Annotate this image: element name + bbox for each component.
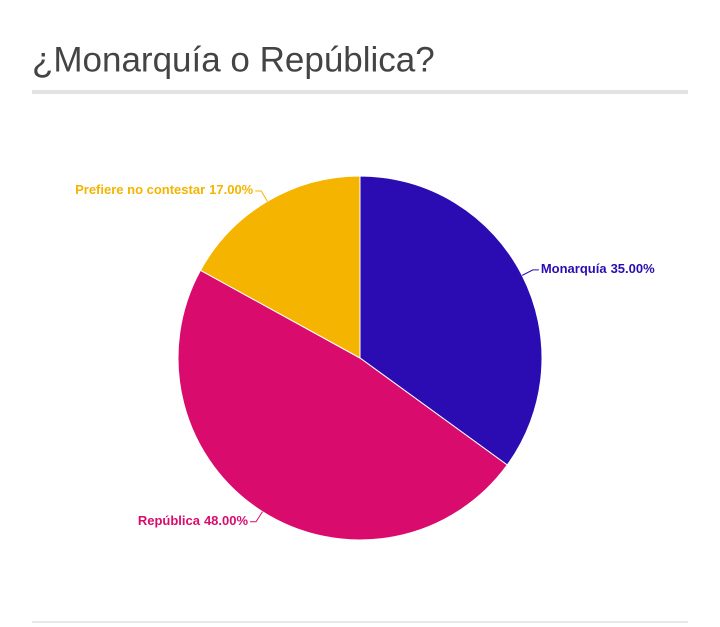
leader-line bbox=[255, 190, 268, 202]
value-label: 17.00% bbox=[209, 182, 254, 197]
divider bbox=[32, 90, 688, 94]
chart-title: ¿Monarquía o República? bbox=[32, 40, 435, 79]
pie-slice bbox=[177, 269, 508, 541]
slice-label: República 48.00% bbox=[138, 513, 249, 528]
slice-label: Monarquía 35.00% bbox=[541, 261, 655, 276]
category-label: Prefiere no contestar bbox=[75, 182, 205, 197]
leader-line bbox=[521, 269, 539, 276]
leader-line bbox=[250, 511, 263, 523]
slice-label: Prefiere no contestar 17.00% bbox=[75, 182, 254, 197]
category-label: Monarquía bbox=[541, 261, 607, 276]
divider bbox=[32, 621, 688, 623]
category-label: República bbox=[138, 513, 201, 528]
value-label: 48.00% bbox=[204, 513, 249, 528]
value-label: 35.00% bbox=[611, 261, 656, 276]
pie-slice bbox=[359, 175, 543, 466]
